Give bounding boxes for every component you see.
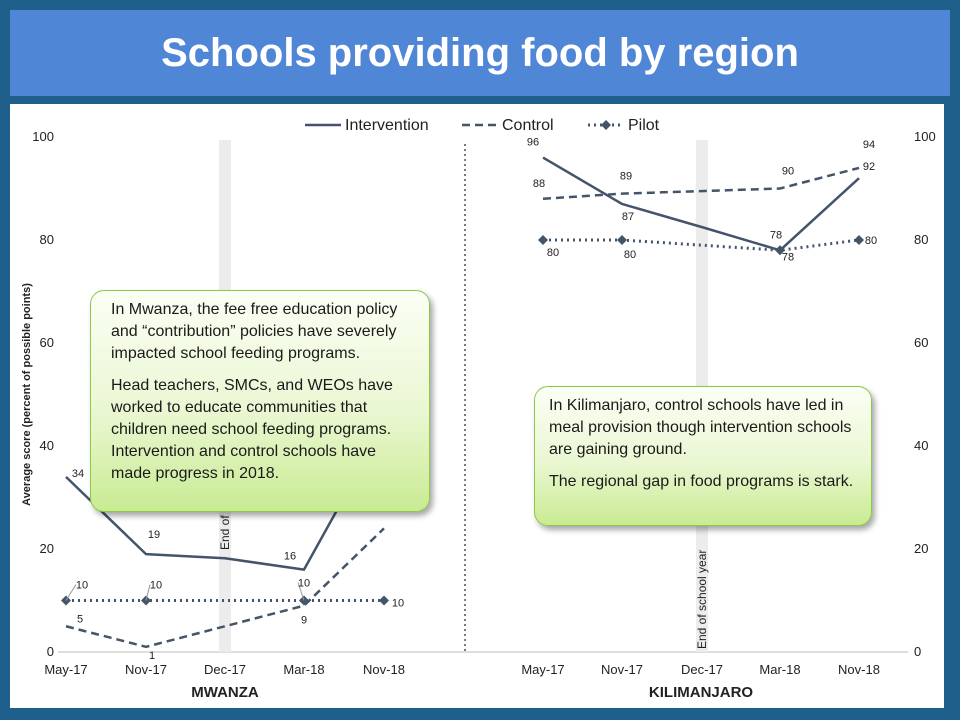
y-tick-left: 40 <box>40 438 54 453</box>
data-point-pilot <box>538 235 548 245</box>
data-label-leader <box>65 584 77 601</box>
mwanza-annotation-p2: Head teachers, SMCs, and WEOs have worke… <box>111 377 393 482</box>
data-point-pilot <box>379 595 389 606</box>
data-label-leader <box>145 584 151 601</box>
data-label: 1 <box>149 650 155 662</box>
data-label: 90 <box>782 166 794 178</box>
y-tick-left: 60 <box>40 335 54 350</box>
kilimanjaro-annotation-p2: The regional gap in food programs is sta… <box>549 473 854 490</box>
page-title: Schools providing food by region <box>161 30 799 75</box>
series-line-control <box>65 527 385 649</box>
data-label-leader <box>297 582 305 601</box>
data-label: 10 <box>76 580 88 592</box>
x-tick-label: May-17 <box>521 662 564 677</box>
data-label: 16 <box>284 551 296 563</box>
legend-label-pilot: Pilot <box>628 117 660 134</box>
data-label: 92 <box>863 161 875 173</box>
data-label: 96 <box>527 137 539 149</box>
data-label: 19 <box>148 529 160 541</box>
series-line-control <box>542 166 860 201</box>
legend-label-control: Control <box>502 117 554 134</box>
y-tick-right: 40 <box>914 438 928 453</box>
x-tick-label: Nov-17 <box>125 662 167 677</box>
kilimanjaro-annotation-p1: In Kilimanjaro, control schools have led… <box>549 397 852 458</box>
x-tick-label: Nov-18 <box>363 662 405 677</box>
y-tick-right: 20 <box>914 541 928 556</box>
line-chart: 0 0 20 20 40 40 60 60 80 80 100 100 Average score (p… <box>21 117 936 701</box>
series-line-intervention <box>65 424 386 571</box>
legend-label-intervention: Intervention <box>345 117 429 134</box>
data-label: 9 <box>301 615 307 627</box>
mwanza-annotation-p1: In Mwanza, the fee free education policy… <box>111 301 398 362</box>
y-axis-title: Average score (percent of possible point… <box>21 283 33 506</box>
y-tick-right: 0 <box>914 644 921 659</box>
data-point-pilot <box>617 235 627 245</box>
x-tick-label: Mar-18 <box>759 662 800 677</box>
y-tick-left: 0 <box>47 644 54 659</box>
data-label: 87 <box>622 211 634 223</box>
y-tick-right: 80 <box>914 232 928 247</box>
data-label: 34 <box>72 468 84 480</box>
data-point-pilot <box>775 245 785 256</box>
data-point-pilot <box>854 235 864 245</box>
kilimanjaro-annotation: In Kilimanjaro, control schools have led… <box>534 386 872 526</box>
legend-marker-pilot <box>601 120 611 130</box>
data-label: 88 <box>533 178 545 190</box>
data-label: 78 <box>770 229 782 241</box>
series-line-intervention <box>542 156 860 252</box>
region-label-mwanza: MWANZA <box>191 684 259 701</box>
y-tick-left: 20 <box>40 541 54 556</box>
y-tick-left: 80 <box>40 232 54 247</box>
data-label: 80 <box>624 249 636 261</box>
y-tick-right: 100 <box>914 129 936 144</box>
data-label: 80 <box>865 235 877 247</box>
x-tick-label: Nov-18 <box>838 662 880 677</box>
y-tick-right: 60 <box>914 335 928 350</box>
data-label: 78 <box>782 251 794 263</box>
x-tick-label: Dec-17 <box>204 662 246 677</box>
x-tick-label: May-17 <box>44 662 87 677</box>
data-label: 5 <box>77 613 83 625</box>
title-bar: Schools providing food by region <box>10 10 950 96</box>
series-line-pilot <box>543 238 860 252</box>
x-tick-label: Nov-17 <box>601 662 643 677</box>
x-tick-label: Mar-18 <box>283 662 324 677</box>
data-label: 10 <box>298 578 310 590</box>
data-label: 80 <box>547 247 559 259</box>
region-label-kilimanjaro: KILIMANJARO <box>649 684 753 701</box>
chart-panel: 0 0 20 20 40 40 60 60 80 80 100 100 Average score (p… <box>10 104 944 708</box>
data-label: 10 <box>392 598 404 610</box>
y-tick-left: 100 <box>32 129 54 144</box>
mwanza-annotation: In Mwanza, the fee free education policy… <box>90 290 430 512</box>
data-label: 89 <box>620 171 632 183</box>
data-label: 10 <box>150 580 162 592</box>
data-label: 94 <box>863 139 875 151</box>
x-tick-label: Dec-17 <box>681 662 723 677</box>
school-year-label-1: End of school year <box>695 550 709 649</box>
